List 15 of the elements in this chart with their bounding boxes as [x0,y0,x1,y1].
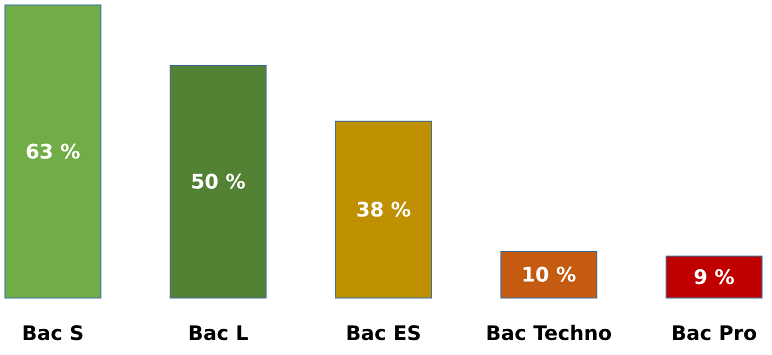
x-tick-label: Bac S [22,321,84,345]
bar [4,4,102,298]
data-label: 50 % [190,170,246,194]
data-label: 63 % [25,140,80,164]
x-tick-label: Bac L [188,321,249,345]
data-label: 9 % [694,265,735,290]
data-label: 10 % [521,262,576,287]
bar [666,256,763,298]
bar [170,64,267,298]
bar [335,120,432,298]
x-tick-label: Bac ES [346,321,422,345]
x-tick-label: Bac Pro [671,321,758,345]
bar [500,250,598,298]
x-tick-label: Bac Techno [486,321,612,345]
data-label: 38 % [356,198,411,222]
